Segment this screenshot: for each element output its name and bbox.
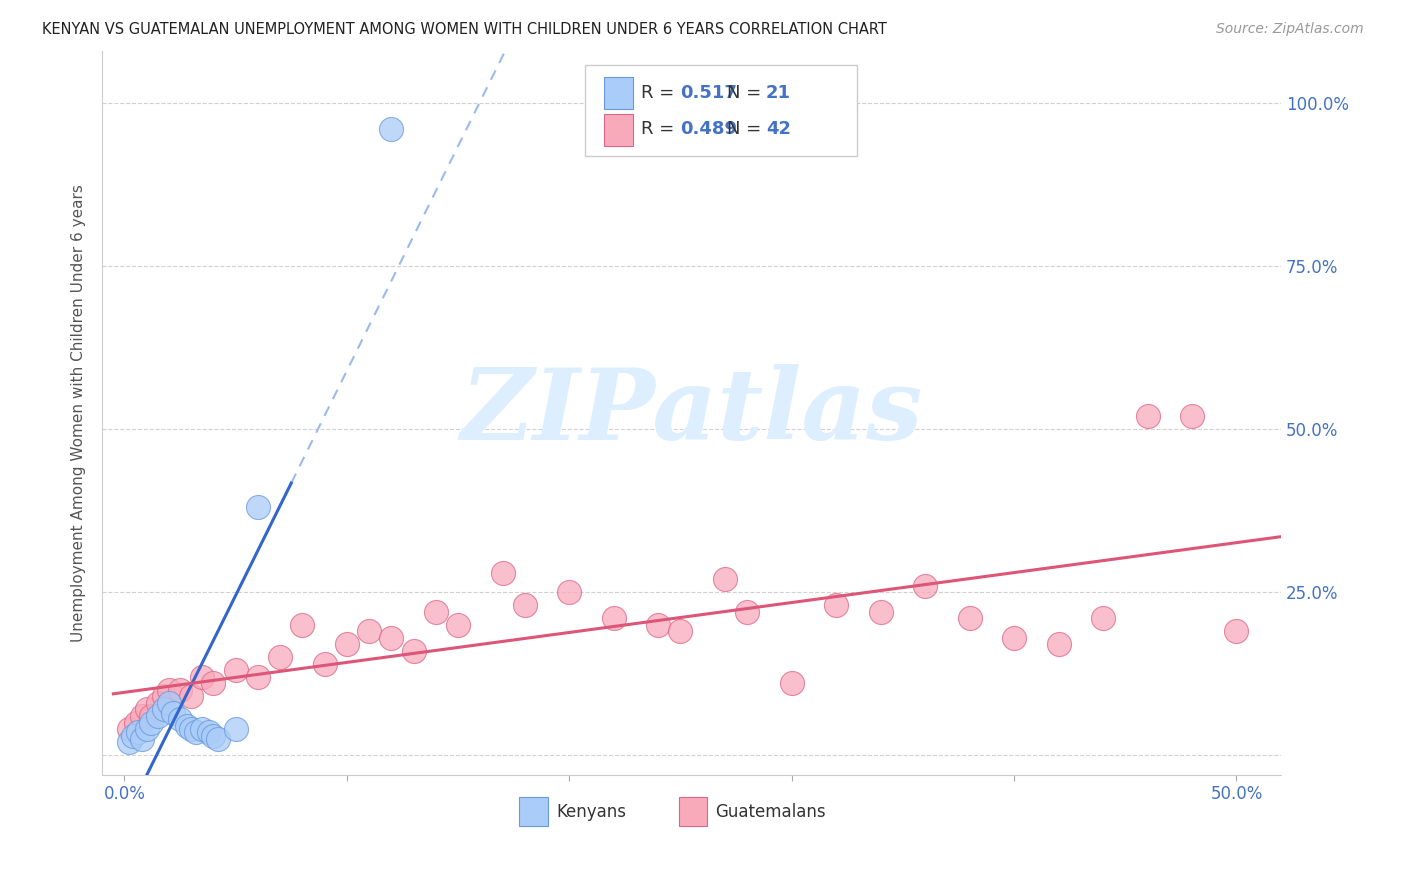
Point (380, 631, 402, 645)
Point (246, 670, 269, 684)
Point (735, 605, 758, 619)
Point (202, 676, 225, 690)
Point (118, 735, 141, 749)
Point (122, 729, 145, 743)
Text: N =: N = (727, 84, 766, 102)
Point (669, 624, 692, 639)
Point (1047, 637, 1070, 651)
Point (291, 617, 314, 632)
Point (131, 709, 153, 723)
Point (162, 706, 184, 720)
Point (184, 725, 207, 739)
Point (202, 729, 225, 743)
Point (959, 611, 981, 625)
Point (139, 709, 162, 723)
Point (127, 725, 149, 739)
Point (380, 122, 402, 136)
Point (146, 709, 169, 723)
Point (180, 690, 202, 704)
Point (153, 702, 176, 716)
Point (1002, 631, 1025, 645)
Point (714, 572, 737, 586)
Point (647, 617, 669, 632)
Point (1136, 409, 1159, 423)
Point (198, 725, 221, 739)
FancyBboxPatch shape (519, 797, 548, 826)
Point (359, 624, 381, 639)
Y-axis label: Unemployment Among Women with Children Under 6 years: Unemployment Among Women with Children U… (72, 184, 86, 641)
Text: 0.489: 0.489 (679, 120, 737, 138)
Point (1092, 611, 1115, 625)
Point (207, 731, 229, 746)
Text: 42: 42 (766, 120, 790, 138)
Point (118, 722, 141, 736)
Text: Source: ZipAtlas.com: Source: ZipAtlas.com (1216, 22, 1364, 37)
Point (225, 664, 247, 678)
Point (146, 696, 169, 710)
Point (869, 605, 891, 619)
FancyBboxPatch shape (679, 797, 707, 826)
Text: R =: R = (641, 84, 681, 102)
Point (246, 500, 269, 515)
Point (139, 715, 162, 730)
Point (603, 611, 626, 625)
Point (169, 682, 191, 697)
Point (425, 605, 447, 619)
Point (780, 676, 803, 690)
Point (447, 617, 470, 632)
Point (402, 644, 425, 658)
Point (153, 690, 176, 704)
Point (1225, 624, 1247, 639)
Point (1181, 409, 1204, 423)
Text: N =: N = (727, 120, 766, 138)
Point (491, 566, 513, 580)
Point (513, 598, 536, 612)
Point (135, 722, 157, 736)
Point (131, 731, 153, 746)
Point (314, 657, 336, 671)
Text: KENYAN VS GUATEMALAN UNEMPLOYMENT AMONG WOMEN WITH CHILDREN UNDER 6 YEARS CORREL: KENYAN VS GUATEMALAN UNEMPLOYMENT AMONG … (42, 22, 887, 37)
Point (135, 702, 157, 716)
Text: 0.517: 0.517 (679, 84, 737, 102)
Point (169, 712, 191, 726)
Point (336, 637, 359, 651)
Text: ZIPatlas: ZIPatlas (460, 365, 922, 461)
Point (157, 682, 180, 697)
Point (825, 598, 848, 612)
Point (124, 715, 146, 730)
Text: Kenyans: Kenyans (555, 803, 626, 821)
Point (191, 670, 214, 684)
Point (176, 719, 198, 733)
Text: 21: 21 (766, 84, 790, 102)
FancyBboxPatch shape (585, 65, 856, 156)
Point (225, 722, 247, 736)
Point (558, 585, 581, 599)
Point (180, 722, 202, 736)
Point (269, 650, 291, 665)
FancyBboxPatch shape (605, 113, 633, 145)
Point (914, 578, 936, 592)
Text: R =: R = (641, 120, 681, 138)
Text: Guatemalans: Guatemalans (716, 803, 825, 821)
FancyBboxPatch shape (605, 78, 633, 110)
Point (191, 722, 214, 736)
Point (157, 696, 180, 710)
